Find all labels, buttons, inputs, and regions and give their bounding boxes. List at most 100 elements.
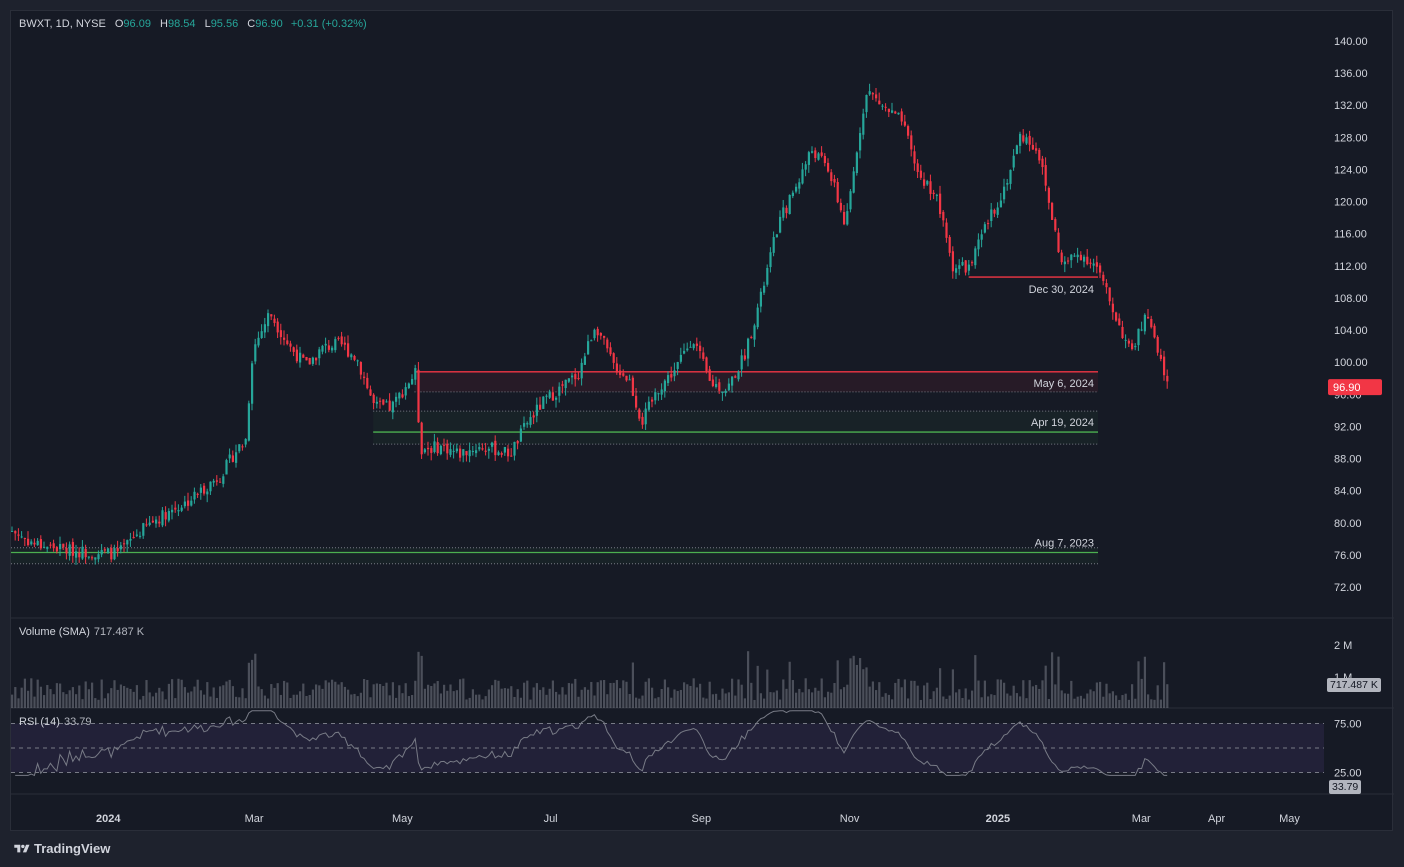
volume-bar — [923, 685, 926, 708]
volume-bar — [545, 694, 548, 708]
volume-bar — [199, 690, 202, 708]
volume-bar — [475, 694, 478, 708]
time-axis-tick: Jul — [544, 813, 558, 825]
candle-body — [46, 546, 49, 549]
volume-bar — [996, 679, 999, 708]
chart-frame[interactable]: 140.00 136.00 132.00 128.00 124.00 120.00 116.… — [10, 10, 1394, 832]
volume-bar — [190, 691, 193, 708]
candle-body — [295, 349, 298, 362]
volume-bar — [484, 696, 487, 708]
volume-bar — [692, 678, 695, 708]
candle-body — [430, 448, 433, 453]
volume-bar — [1150, 699, 1153, 708]
candle-body — [123, 543, 126, 545]
volume-bar — [340, 682, 343, 708]
candle-body — [644, 408, 647, 425]
volume-bar — [567, 683, 570, 708]
volume-bar — [331, 679, 334, 708]
volume-bar — [228, 679, 231, 708]
candle-body — [1143, 314, 1146, 332]
volume-bar — [647, 678, 650, 708]
candle-body — [1102, 274, 1105, 281]
candle-body — [84, 549, 87, 558]
volume-bar — [532, 687, 535, 708]
volume-bar — [270, 684, 273, 708]
candle-body — [964, 260, 967, 273]
volume-bar — [273, 687, 276, 708]
candle-body — [615, 363, 618, 373]
volume-bar — [1003, 682, 1006, 708]
volume-bar — [404, 683, 407, 708]
volume-bar — [507, 688, 510, 708]
volume-bar — [222, 685, 225, 708]
candle-body — [174, 507, 177, 510]
volume-bar — [151, 696, 154, 708]
candle-body — [203, 485, 206, 494]
volume-bar — [231, 686, 234, 708]
candle-body — [785, 207, 788, 214]
rsi-pane-label[interactable]: RSI (14) 33.79 — [19, 716, 92, 728]
volume-bar — [302, 683, 305, 708]
volume-bar — [839, 689, 842, 708]
volume-bar — [260, 689, 263, 708]
candle-body — [580, 362, 583, 379]
candle-body — [590, 340, 593, 342]
last-price-tag-text: 96.90 — [1333, 382, 1361, 394]
candle-body — [238, 444, 241, 452]
candle-body — [1044, 165, 1047, 186]
volume-bar — [577, 696, 580, 708]
volume-bar — [727, 692, 730, 708]
volume-bar — [1108, 693, 1111, 708]
volume-bar — [241, 688, 244, 708]
volume-pane-label[interactable]: Volume (SMA) 717.487 K — [19, 626, 144, 638]
candle-body — [625, 375, 628, 381]
symbol-label[interactable]: BWXT, 1D, NYSE — [19, 18, 106, 30]
volume-bar — [759, 693, 762, 708]
volume-bar — [62, 692, 65, 708]
candle-body — [996, 207, 999, 215]
candle-body — [1111, 303, 1114, 313]
candle-body — [577, 378, 580, 380]
volume-bar — [427, 684, 430, 708]
candle-body — [542, 396, 545, 409]
volume-bar — [823, 697, 826, 708]
volume-bar — [87, 689, 90, 708]
candle-body — [814, 150, 817, 159]
volume-bar — [132, 691, 135, 708]
candle-body — [583, 356, 586, 365]
candle-body — [823, 156, 826, 164]
volume-bar — [81, 699, 84, 708]
candle-body — [737, 371, 740, 380]
candle-body — [715, 384, 718, 387]
candle-body — [407, 383, 410, 389]
volume-bar — [411, 694, 414, 708]
candle-body — [740, 355, 743, 370]
brand-name[interactable]: TradingView — [34, 841, 111, 856]
candle-body — [532, 415, 535, 418]
volume-bar — [551, 680, 554, 708]
candle-body — [356, 360, 359, 362]
candle-body — [551, 392, 554, 401]
volume-bar — [811, 692, 814, 708]
volume-bar — [139, 699, 142, 708]
volume-bar — [244, 698, 247, 708]
chart-canvas[interactable]: 140.00 136.00 132.00 128.00 124.00 120.00 116.… — [11, 11, 1394, 832]
volume-bar — [379, 684, 382, 708]
volume-bar — [1140, 678, 1143, 708]
candle-body — [727, 383, 730, 391]
volume-bar — [830, 692, 833, 708]
candle-body — [708, 369, 711, 381]
candle-body — [228, 454, 231, 459]
candle-body — [558, 386, 561, 396]
candle-body — [747, 338, 750, 359]
volume-bar — [500, 688, 503, 708]
tradingview-logo-icon — [14, 844, 30, 852]
candle-body — [878, 100, 881, 105]
volume-bar — [644, 681, 647, 708]
volume-bar — [116, 689, 119, 708]
candle-body — [1156, 336, 1159, 353]
candle-body — [398, 392, 401, 399]
volume-bar — [580, 689, 583, 708]
volume-bar — [1092, 691, 1095, 708]
volume-bar — [535, 683, 538, 708]
